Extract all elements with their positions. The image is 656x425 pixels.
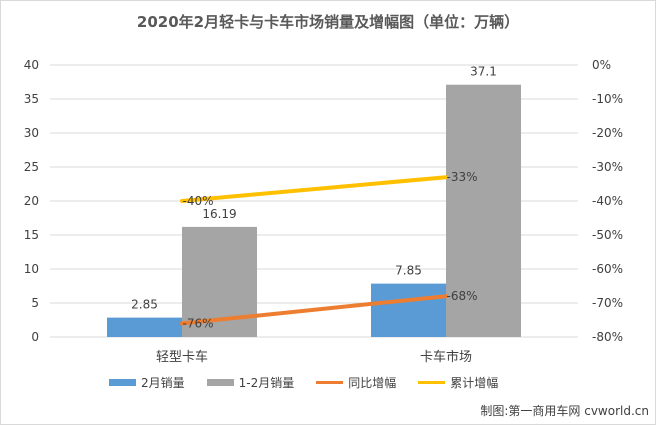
chart-legend: 2月销量 1-2月销量 同比增幅 累计增幅 — [109, 374, 498, 391]
line-data-label: -76% — [182, 316, 213, 330]
legend-label: 同比增幅 — [348, 376, 397, 390]
x-category-label: 卡车市场 — [420, 349, 472, 365]
bar-data-label: 37.1 — [470, 65, 497, 79]
y-right-tick-label: -70% — [592, 296, 623, 310]
legend-item-jan-feb-sales: 1-2月销量 — [206, 374, 295, 391]
bar-data-label: 7.85 — [395, 264, 422, 278]
y-left-tick-label: 15 — [24, 228, 39, 242]
y-left-tick-label: 40 — [24, 58, 39, 72]
series-line — [180, 175, 448, 203]
y-left-tick-label: 0 — [31, 330, 39, 344]
x-category-label: 轻型卡车 — [156, 349, 208, 365]
line-data-label: -68% — [446, 289, 477, 303]
legend-label: 累计增幅 — [450, 376, 499, 390]
chart-title: 2020年2月轻卡与卡车市场销量及增幅图（单位：万辆） — [136, 13, 520, 31]
y-left-tick-label: 10 — [24, 262, 39, 276]
bar-data-label: 16.19 — [202, 207, 236, 221]
y-right-tick-label: -60% — [592, 262, 623, 276]
y-left-tick-label: 35 — [24, 92, 39, 106]
legend-item-yoy-growth: 同比增幅 — [316, 374, 396, 391]
y-right-tick-label: -50% — [592, 228, 623, 242]
source-credit: 制图:第一商用车网 cvworld.cn — [480, 404, 649, 418]
legend-label: 1-2月销量 — [238, 376, 295, 390]
y-right-tick-label: -30% — [592, 160, 623, 174]
series-line — [180, 294, 448, 326]
y-right-tick-label: -40% — [592, 194, 623, 208]
legend-item-feb-sales: 2月销量 — [109, 374, 185, 391]
line-data-label: -40% — [182, 194, 213, 208]
legend-swatch — [206, 379, 234, 386]
bar — [446, 84, 521, 337]
legend-swatch — [316, 381, 344, 384]
legend-swatch — [418, 381, 446, 384]
y-left-tick-label: 5 — [31, 296, 39, 310]
y-left-tick-label: 25 — [24, 160, 39, 174]
y-left-tick-label: 30 — [24, 126, 39, 140]
y-right-tick-label: -20% — [592, 126, 623, 140]
y-right-tick-label: -80% — [592, 330, 623, 344]
y-right-tick-label: -10% — [592, 92, 623, 106]
legend-label: 2月销量 — [141, 376, 185, 390]
bar — [107, 317, 182, 337]
legend-item-cumulative-growth: 累计增幅 — [418, 374, 498, 391]
legend-swatch — [109, 379, 136, 386]
line-data-label: -33% — [446, 170, 477, 184]
bar-data-label: 2.85 — [131, 298, 158, 312]
bar — [371, 283, 446, 337]
y-right-tick-label: 0% — [592, 58, 611, 72]
y-left-tick-label: 20 — [24, 194, 39, 208]
